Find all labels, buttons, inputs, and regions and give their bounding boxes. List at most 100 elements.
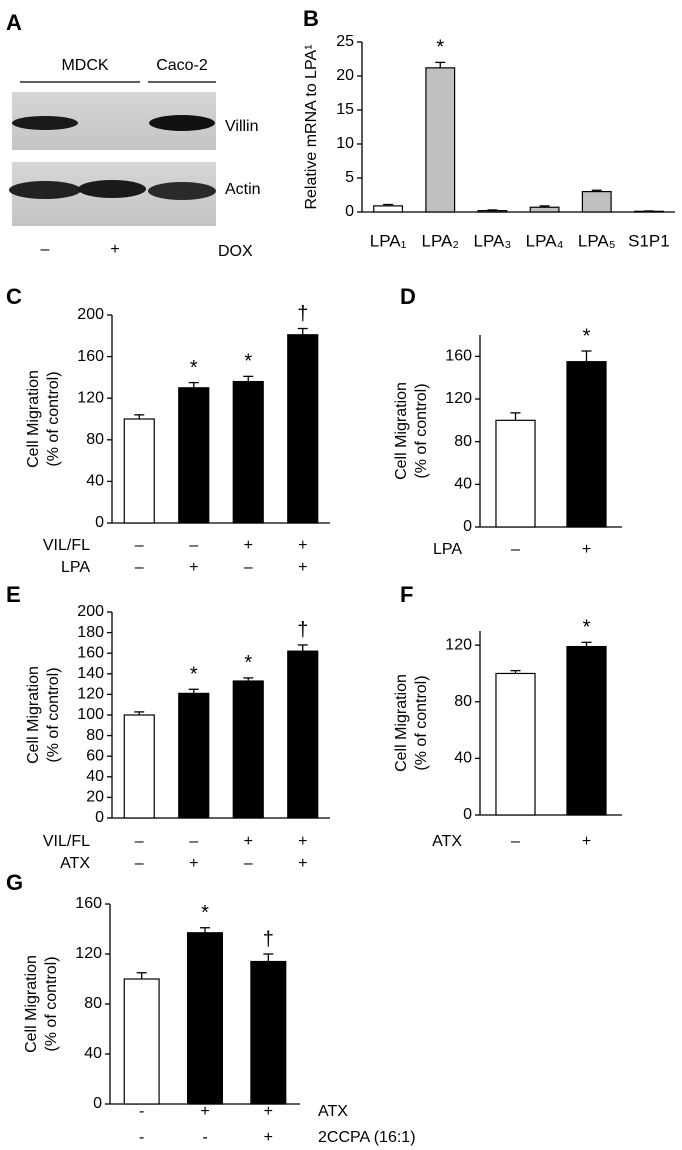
y-tick-label: 120 — [77, 686, 104, 703]
treatment-level: – — [41, 241, 50, 258]
bar — [287, 334, 319, 524]
significance-mark: † — [297, 303, 308, 325]
y-tick-label: 15 — [336, 101, 354, 118]
y-axis-label: (% of control) — [45, 371, 62, 466]
y-tick-label: 60 — [86, 747, 104, 764]
factor-level: – — [135, 559, 144, 576]
y-tick-label: 80 — [86, 727, 104, 744]
y-tick-label: 80 — [454, 433, 472, 450]
x-tick-label: LPA₂ — [422, 231, 459, 250]
bar — [529, 206, 560, 213]
factor-level: – — [244, 559, 253, 576]
factor-level: – — [511, 541, 520, 558]
factor-name: ATX — [432, 833, 462, 850]
factor-name: LPA — [433, 541, 462, 558]
factor-level: + — [244, 537, 253, 554]
factor-level: + — [200, 1103, 209, 1120]
y-tick-label: 5 — [345, 169, 354, 186]
y-tick-label: 160 — [75, 895, 102, 912]
bar — [186, 932, 224, 1105]
factor-level: + — [582, 833, 591, 850]
y-tick-label: 120 — [445, 636, 472, 653]
factor-level: – — [135, 833, 144, 850]
x-tick-label: LPA₅ — [578, 231, 616, 250]
bar — [250, 960, 287, 1105]
y-tick-label: 40 — [454, 750, 472, 767]
x-tick-label: LPA₄ — [526, 231, 564, 250]
significance-mark: * — [244, 652, 252, 674]
significance-mark: * — [436, 37, 444, 59]
x-tick-label: LPA₃ — [474, 231, 512, 250]
factor-level: + — [582, 541, 591, 558]
row-label: Villin — [225, 118, 259, 135]
factor-level: + — [298, 833, 307, 850]
significance-mark: * — [201, 902, 209, 924]
y-axis-label: Cell Migration — [23, 955, 40, 1053]
blot-band — [149, 115, 215, 131]
bar — [581, 191, 612, 213]
panel-letter: F — [400, 582, 413, 607]
factor-name: VIL/FL — [43, 833, 90, 850]
factor-level: - — [202, 1129, 207, 1146]
factor-level: + — [298, 559, 307, 576]
bar — [178, 387, 210, 524]
y-tick-label: 200 — [77, 306, 104, 323]
y-tick-label: 0 — [95, 514, 104, 531]
factor-level: + — [298, 855, 307, 872]
row-label: Actin — [225, 181, 261, 198]
group-label: MDCK — [61, 57, 108, 74]
y-tick-label: 40 — [84, 1045, 102, 1062]
factor-level: - — [139, 1103, 144, 1120]
factor-level: – — [511, 833, 520, 850]
y-tick-label: 120 — [75, 945, 102, 962]
panel-letter: A — [6, 10, 22, 35]
y-tick-label: 80 — [84, 995, 102, 1012]
bar — [287, 650, 319, 819]
y-tick-label: 25 — [336, 33, 354, 50]
bar — [123, 714, 155, 819]
y-axis-label: (% of control) — [413, 383, 430, 478]
y-tick-label: 160 — [77, 348, 104, 365]
panel-letter: C — [6, 284, 22, 309]
y-axis-label: (% of control) — [43, 956, 60, 1051]
factor-level: – — [135, 537, 144, 554]
y-axis-label: (% of control) — [45, 667, 62, 762]
bar — [495, 672, 536, 816]
treatment-level: + — [110, 241, 119, 258]
factor-level: + — [189, 855, 198, 872]
panel-letter: D — [400, 284, 416, 309]
factor-level: + — [264, 1103, 273, 1120]
group-label: Caco-2 — [156, 57, 208, 74]
significance-mark: † — [263, 928, 274, 950]
panel-letter: B — [303, 6, 319, 31]
y-tick-label: 0 — [463, 518, 472, 535]
significance-mark: * — [244, 351, 252, 373]
bar — [232, 680, 264, 819]
y-tick-label: 120 — [445, 390, 472, 407]
y-tick-label: 0 — [463, 806, 472, 823]
factor-level: – — [135, 855, 144, 872]
factor-level: + — [189, 559, 198, 576]
y-tick-label: 20 — [86, 789, 104, 806]
bar — [477, 210, 508, 213]
factor-name: LPA — [61, 559, 90, 576]
y-axis-label: Cell Migration — [25, 666, 42, 764]
bar — [566, 361, 607, 528]
y-tick-label: 0 — [345, 203, 354, 220]
significance-mark: † — [297, 619, 308, 641]
y-tick-label: 140 — [77, 665, 104, 682]
bar — [178, 692, 210, 819]
y-axis-label: Cell Migration — [393, 382, 410, 480]
bar — [633, 210, 664, 213]
y-tick-label: 80 — [86, 431, 104, 448]
y-tick-label: 40 — [86, 473, 104, 490]
bar — [123, 418, 155, 524]
y-tick-label: 10 — [336, 135, 354, 152]
significance-mark: * — [583, 617, 591, 639]
y-axis-label: Cell Migration — [393, 674, 410, 772]
bar — [232, 380, 264, 524]
bar — [566, 645, 607, 816]
blot-band — [9, 181, 81, 199]
y-tick-label: 200 — [77, 603, 104, 620]
factor-level: + — [298, 537, 307, 554]
